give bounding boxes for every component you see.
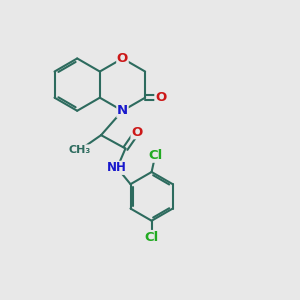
- Text: N: N: [117, 104, 128, 117]
- Text: O: O: [155, 91, 166, 104]
- Text: NH: NH: [107, 161, 127, 174]
- Text: Cl: Cl: [148, 149, 162, 162]
- Text: CH₃: CH₃: [69, 145, 91, 155]
- Text: O: O: [131, 126, 142, 139]
- Text: O: O: [117, 52, 128, 65]
- Text: Cl: Cl: [145, 231, 159, 244]
